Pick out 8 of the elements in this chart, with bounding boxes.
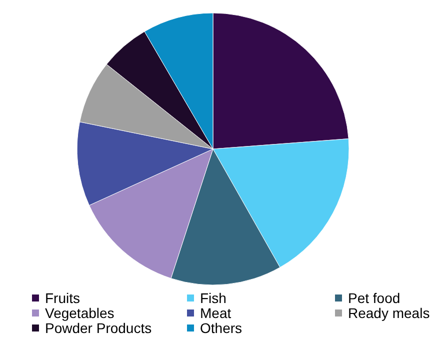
legend-label: Ready meals [348,305,430,321]
legend-label: Others [200,320,242,336]
legend-label: Pet food [348,290,400,306]
legend-label: Meat [200,305,232,321]
legend-label: Powder Products [45,320,152,336]
legend-label: Vegetables [45,305,114,321]
legend-label: Fruits [45,290,80,306]
legend-label: Fish [200,290,226,306]
